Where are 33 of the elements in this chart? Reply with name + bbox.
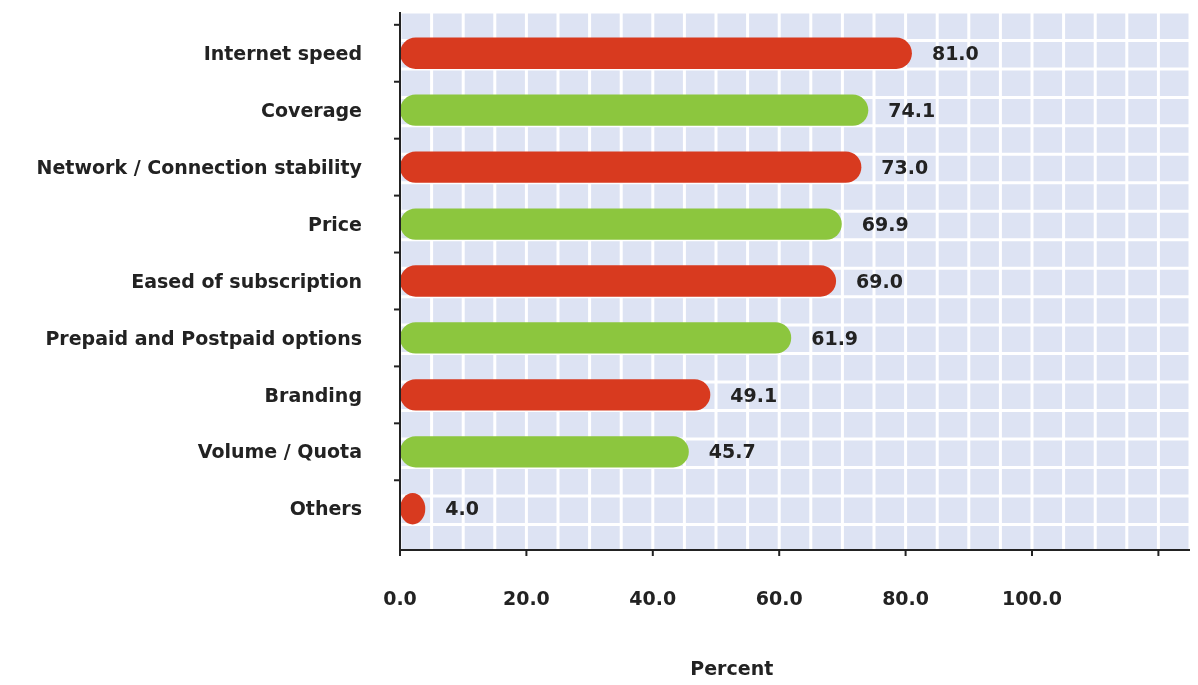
y-tick-label: Prepaid and Postpaid options (45, 326, 362, 349)
bar (400, 322, 792, 354)
y-tick-label: Branding (264, 383, 362, 406)
x-tick-label: 0.0 (383, 587, 417, 609)
data-label: 81.0 (931, 41, 979, 64)
data-label: 4.0 (445, 497, 479, 520)
y-tick-label: Coverage (261, 98, 362, 121)
x-axis-title: Percent (690, 657, 774, 679)
y-tick-label: Price (308, 212, 362, 235)
y-tick-label: Volume / Quota (197, 440, 362, 463)
data-label: 61.9 (811, 326, 859, 349)
data-label: 69.9 (861, 212, 909, 235)
x-tick-label: 40.0 (629, 587, 677, 609)
bar (400, 37, 912, 69)
data-label: 74.1 (888, 98, 936, 121)
x-tick-label: 20.0 (502, 587, 550, 609)
bar (400, 208, 842, 240)
bar (400, 379, 711, 411)
x-tick-label: 80.0 (882, 587, 930, 609)
data-label: 69.0 (856, 269, 903, 292)
y-tick-label: Eased of subscription (131, 269, 362, 292)
bar (400, 436, 689, 468)
data-label: 45.7 (708, 440, 756, 463)
x-tick-label: 60.0 (755, 587, 803, 609)
bar (400, 265, 837, 297)
y-tick-label: Internet speed (203, 41, 362, 64)
bar (400, 151, 862, 183)
data-label: 73.0 (881, 155, 929, 178)
data-label: 49.1 (730, 383, 778, 406)
y-tick-label: Others (289, 497, 362, 520)
bar (400, 94, 869, 126)
x-tick-label: 100.0 (1001, 587, 1063, 609)
y-tick-label: Network / Connection stability (36, 155, 363, 178)
